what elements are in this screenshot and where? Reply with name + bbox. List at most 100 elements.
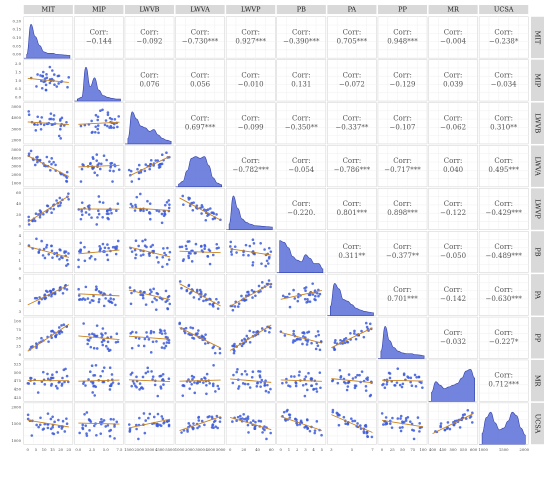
data-point <box>51 256 54 259</box>
data-point <box>265 390 268 393</box>
data-point <box>117 202 120 205</box>
data-point <box>415 376 418 379</box>
data-point <box>56 255 59 258</box>
data-point <box>61 331 64 334</box>
x-tick-label: 5 <box>351 447 354 452</box>
data-point <box>58 135 61 138</box>
data-point <box>264 384 267 387</box>
data-point <box>110 118 113 121</box>
data-point <box>245 335 248 338</box>
y-tick-label: 4 <box>19 298 22 303</box>
data-point <box>246 373 249 376</box>
data-point <box>151 244 154 247</box>
data-point <box>391 417 394 420</box>
data-point <box>314 429 317 432</box>
data-point <box>139 382 142 385</box>
data-point <box>400 430 403 433</box>
data-point <box>47 412 50 415</box>
data-point <box>85 211 88 214</box>
data-point <box>83 413 86 416</box>
data-point <box>91 391 94 394</box>
data-point <box>182 203 185 206</box>
data-point <box>109 162 112 165</box>
column-header-label: LWVB <box>140 6 160 14</box>
corr-value: 0.056 <box>190 80 211 88</box>
data-point <box>169 251 172 254</box>
data-point <box>44 293 47 296</box>
data-point <box>47 340 50 343</box>
data-point <box>150 370 153 373</box>
data-point <box>130 385 133 388</box>
data-point <box>95 434 98 437</box>
data-point <box>287 384 290 387</box>
data-point <box>188 257 191 260</box>
data-point <box>140 171 143 174</box>
data-point <box>61 377 64 380</box>
data-point <box>249 245 252 248</box>
corr-label: Corr: <box>393 114 412 122</box>
row-header-label: MR <box>534 375 542 388</box>
data-point <box>36 156 39 159</box>
y-tick-label: 0.5 <box>15 86 22 91</box>
data-point <box>315 348 318 351</box>
data-point <box>349 332 352 335</box>
data-point <box>156 423 159 426</box>
data-point <box>212 254 215 257</box>
y-tick-label: 1000 <box>11 180 21 185</box>
data-point <box>268 331 271 334</box>
data-point <box>80 125 83 128</box>
data-point <box>207 255 210 258</box>
corr-label: Corr: <box>241 114 260 122</box>
data-point <box>47 427 50 430</box>
data-point <box>463 413 466 416</box>
data-point <box>155 340 158 343</box>
data-point <box>439 426 442 429</box>
data-point <box>148 338 151 341</box>
x-tick-label: 1 <box>288 447 290 452</box>
data-point <box>309 430 312 433</box>
data-point <box>467 409 470 412</box>
data-point <box>251 264 254 267</box>
corr-value: −0.630*** <box>485 295 522 303</box>
x-tick-label: 4500 <box>155 447 165 452</box>
data-point <box>49 82 52 85</box>
data-point <box>146 367 149 370</box>
y-tick-label: 0 <box>19 266 22 271</box>
data-point <box>101 216 104 219</box>
corr-value: 0.701*** <box>387 295 418 303</box>
data-point <box>235 371 238 374</box>
data-point <box>306 389 309 392</box>
data-point <box>256 385 259 388</box>
data-point <box>166 263 169 266</box>
data-point <box>79 250 82 253</box>
data-point <box>298 338 301 341</box>
data-point <box>100 332 103 335</box>
data-point <box>38 301 41 304</box>
data-point <box>42 428 45 431</box>
data-point <box>142 387 145 390</box>
data-point <box>179 280 182 283</box>
corr-value: −0.717*** <box>384 166 421 174</box>
data-point <box>60 324 63 327</box>
data-point <box>144 419 147 422</box>
data-point <box>418 376 421 379</box>
data-point <box>310 378 313 381</box>
data-point <box>50 337 53 340</box>
data-point <box>45 246 48 249</box>
data-point <box>50 418 53 421</box>
data-point <box>316 420 319 423</box>
data-point <box>302 331 305 334</box>
data-point <box>39 423 42 426</box>
data-point <box>197 419 200 422</box>
data-point <box>146 200 149 203</box>
data-point <box>213 212 216 215</box>
data-point <box>410 377 413 380</box>
data-point <box>413 438 416 441</box>
data-point <box>215 213 218 216</box>
data-point <box>204 333 207 336</box>
corr-value: −0.122 <box>440 209 466 217</box>
data-point <box>54 336 57 339</box>
data-point <box>418 430 421 433</box>
data-point <box>58 248 61 251</box>
data-point <box>232 374 235 377</box>
